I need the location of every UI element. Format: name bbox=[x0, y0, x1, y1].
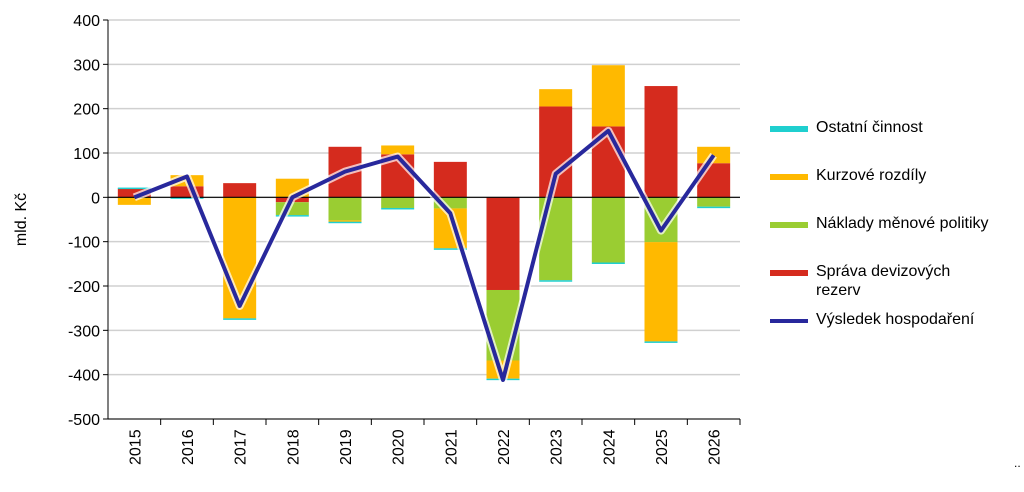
legend-swatch bbox=[770, 222, 808, 228]
legend-label: Kurzové rozdíly bbox=[816, 166, 1024, 185]
y-axis-label: mld. Kč bbox=[13, 193, 30, 246]
legend-label: Výsledek hospodaření bbox=[816, 310, 1024, 329]
x-tick-label: 2015 bbox=[127, 429, 144, 465]
bar-kurzové-rozdíly-2015 bbox=[118, 197, 151, 205]
bar-správa-devizových-rezerv-2022 bbox=[487, 197, 520, 290]
x-tick-label: 2016 bbox=[180, 429, 197, 465]
x-tick-label: 2021 bbox=[443, 429, 460, 465]
x-tick-label: 2024 bbox=[601, 429, 618, 465]
y-tick-label: -200 bbox=[68, 279, 100, 296]
line-vysledek-hospodareni bbox=[134, 131, 713, 380]
y-tick-label: -100 bbox=[68, 235, 100, 252]
y-tick-label: 0 bbox=[91, 190, 100, 207]
x-tick-label: 2023 bbox=[549, 429, 566, 465]
bar-správa-devizových-rezerv-2021 bbox=[434, 162, 467, 197]
bar-náklady-měnové-politiky-2026 bbox=[697, 197, 730, 206]
legend-label: Náklady měnové politiky bbox=[816, 214, 1024, 233]
y-tick-label: -500 bbox=[68, 412, 100, 429]
x-tick-label: 2019 bbox=[338, 429, 355, 465]
bar-ostatní-činnost-2024 bbox=[592, 263, 625, 265]
bar-kurzové-rozdíly-2019 bbox=[329, 220, 362, 222]
legend-swatch bbox=[770, 174, 808, 180]
bar-ostatní-činnost-2017 bbox=[223, 318, 256, 320]
legend-label: Správa devizových rezerv bbox=[816, 262, 966, 300]
bar-ostatní-činnost-2019 bbox=[329, 222, 362, 224]
bar-náklady-měnové-politiky-2024 bbox=[592, 197, 625, 262]
legend-swatch bbox=[770, 126, 808, 132]
legend-label: Ostatní činnost bbox=[816, 118, 1024, 137]
y-tick-label: 300 bbox=[73, 57, 100, 74]
bar-ostatní-činnost-2023 bbox=[539, 280, 572, 282]
y-tick-label: -300 bbox=[68, 323, 100, 340]
bar-správa-devizových-rezerv-2017 bbox=[223, 183, 256, 197]
x-tick-label: 2020 bbox=[391, 429, 408, 465]
y-tick-label: -400 bbox=[68, 368, 100, 385]
x-tick-label: 2022 bbox=[496, 429, 513, 465]
y-tick-label: 400 bbox=[73, 13, 100, 30]
bar-ostatní-činnost-2025 bbox=[645, 341, 678, 343]
x-tick-label: 2025 bbox=[654, 429, 671, 465]
bar-náklady-měnové-politiky-2019 bbox=[329, 197, 362, 220]
bar-kurzové-rozdíly-2023 bbox=[539, 89, 572, 106]
bar-kurzové-rozdíly-2025 bbox=[645, 242, 678, 341]
bar-kurzové-rozdíly-2024 bbox=[592, 65, 625, 126]
x-tick-label: 2018 bbox=[285, 429, 302, 465]
bar-správa-devizových-rezerv-2025 bbox=[645, 86, 678, 197]
bar-ostatní-činnost-2020 bbox=[381, 208, 414, 210]
bar-náklady-měnové-politiky-2020 bbox=[381, 197, 414, 208]
x-tick-label: 2017 bbox=[233, 429, 250, 465]
y-tick-label: 200 bbox=[73, 102, 100, 119]
legend-swatch bbox=[770, 270, 808, 276]
footnote: .. bbox=[1014, 456, 1021, 470]
x-tick-label: 2026 bbox=[707, 429, 724, 465]
bar-ostatní-činnost-2026 bbox=[697, 207, 730, 209]
y-tick-label: 100 bbox=[73, 146, 100, 163]
legend-swatch bbox=[770, 319, 808, 323]
